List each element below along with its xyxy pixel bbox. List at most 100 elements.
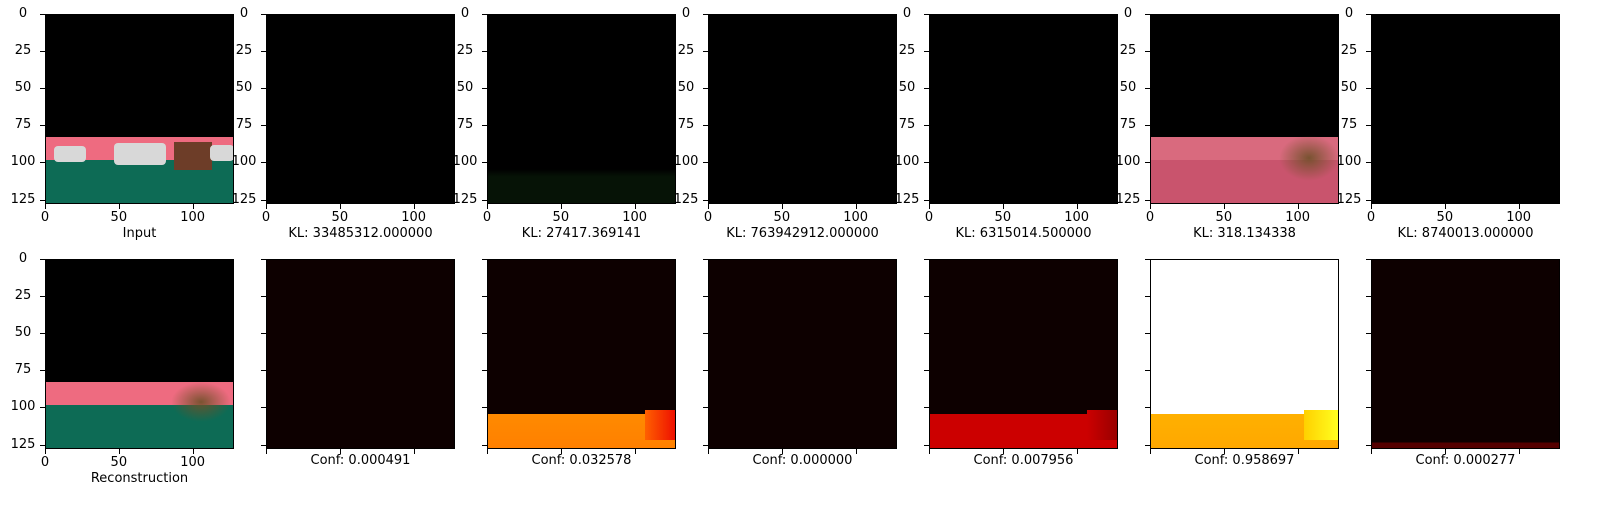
y-tick-mark bbox=[261, 162, 266, 164]
x-tick-mark bbox=[1002, 204, 1004, 209]
y-tick-mark bbox=[703, 162, 708, 164]
y-tick-mark bbox=[924, 333, 929, 335]
y-tick-label: 25 bbox=[235, 43, 253, 59]
y-tick-mark bbox=[1366, 125, 1371, 127]
reconstruction-image bbox=[46, 260, 233, 448]
y-tick-mark bbox=[482, 259, 487, 260]
y-tick-mark bbox=[924, 162, 929, 164]
y-tick-mark bbox=[40, 125, 45, 127]
x-tick-mark bbox=[413, 449, 415, 454]
y-tick-mark bbox=[40, 259, 45, 260]
y-tick-mark bbox=[1145, 88, 1150, 90]
y-tick-mark bbox=[40, 199, 45, 201]
y-tick-mark bbox=[924, 14, 929, 15]
y-tick-mark bbox=[482, 125, 487, 127]
sample-image-panel bbox=[266, 14, 455, 204]
y-tick-mark bbox=[482, 88, 487, 90]
x-tick-label: 100 bbox=[401, 210, 427, 225]
x-tick-mark bbox=[1444, 204, 1446, 209]
y-tick-mark bbox=[1366, 407, 1371, 409]
x-tick-mark bbox=[1076, 204, 1078, 209]
y-tick-label: 0 bbox=[1344, 6, 1354, 21]
y-tick-label: 125 bbox=[1336, 191, 1362, 207]
top-panel-caption: KL: 8740013.000000 bbox=[1397, 226, 1534, 241]
sample-image-panel bbox=[929, 14, 1118, 204]
y-tick-mark bbox=[1366, 333, 1371, 335]
sample-image bbox=[930, 15, 1117, 203]
top-panel-caption: KL: 27417.369141 bbox=[521, 226, 642, 241]
y-tick-mark bbox=[40, 444, 45, 446]
y-tick-mark bbox=[482, 296, 487, 298]
y-tick-mark bbox=[482, 14, 487, 15]
x-tick-label: 100 bbox=[1064, 210, 1090, 225]
top-panel-caption: KL: 763942912.000000 bbox=[726, 226, 879, 241]
x-tick-mark bbox=[1223, 449, 1225, 454]
y-tick-mark bbox=[924, 444, 929, 446]
x-tick-mark bbox=[1223, 204, 1225, 209]
x-tick-mark bbox=[1002, 449, 1004, 454]
y-tick-mark bbox=[40, 333, 45, 335]
y-tick-mark bbox=[703, 407, 708, 409]
y-tick-mark bbox=[703, 444, 708, 446]
y-tick-mark bbox=[1145, 199, 1150, 201]
x-tick-label: 100 bbox=[180, 210, 206, 225]
x-tick-mark bbox=[192, 449, 194, 454]
y-tick-mark bbox=[1366, 296, 1371, 298]
y-tick-mark bbox=[1366, 88, 1371, 90]
x-tick-label: 100 bbox=[1285, 210, 1311, 225]
y-tick-label: 50 bbox=[677, 80, 695, 96]
x-tick-label: 50 bbox=[1215, 210, 1233, 225]
y-tick-mark bbox=[482, 51, 487, 53]
x-tick-mark bbox=[1150, 449, 1151, 454]
x-tick-mark bbox=[1518, 449, 1520, 454]
x-tick-label: 0 bbox=[703, 210, 713, 225]
confidence-map-panel bbox=[708, 259, 897, 449]
x-tick-mark bbox=[781, 449, 783, 454]
y-tick-label: 75 bbox=[456, 117, 474, 133]
y-tick-mark bbox=[261, 333, 266, 335]
y-tick-mark bbox=[703, 14, 708, 15]
y-tick-mark bbox=[1366, 444, 1371, 446]
car-sprite bbox=[210, 145, 233, 161]
x-tick-mark bbox=[634, 449, 636, 454]
y-tick-mark bbox=[1145, 444, 1150, 446]
y-tick-mark bbox=[924, 51, 929, 53]
confidence-map bbox=[267, 260, 454, 448]
y-tick-label: 25 bbox=[14, 288, 32, 304]
x-tick-mark bbox=[1518, 204, 1520, 209]
bottom-panel-caption: Conf: 0.007956 bbox=[973, 453, 1074, 468]
x-tick-label: 50 bbox=[552, 210, 570, 225]
x-tick-mark bbox=[1444, 449, 1446, 454]
y-tick-mark bbox=[40, 14, 45, 15]
y-tick-label: 125 bbox=[673, 191, 699, 207]
y-tick-label: 0 bbox=[18, 6, 28, 21]
y-tick-label: 75 bbox=[14, 362, 32, 378]
y-tick-label: 0 bbox=[1123, 6, 1133, 21]
x-tick-label: 0 bbox=[1366, 210, 1376, 225]
y-tick-label: 75 bbox=[1340, 117, 1358, 133]
y-tick-mark bbox=[40, 407, 45, 409]
confidence-map-panel bbox=[1150, 259, 1339, 449]
y-tick-mark bbox=[1145, 51, 1150, 53]
y-tick-mark bbox=[703, 199, 708, 201]
x-tick-mark bbox=[1076, 449, 1078, 454]
y-tick-label: 50 bbox=[14, 325, 32, 341]
y-tick-mark bbox=[261, 125, 266, 127]
x-tick-mark bbox=[929, 449, 930, 454]
y-tick-mark bbox=[261, 444, 266, 446]
y-tick-label: 75 bbox=[14, 117, 32, 133]
top-panel-caption: KL: 33485312.000000 bbox=[288, 226, 433, 241]
x-tick-label: 100 bbox=[622, 210, 648, 225]
y-tick-mark bbox=[1366, 51, 1371, 53]
y-tick-mark bbox=[482, 333, 487, 335]
y-tick-label: 50 bbox=[456, 80, 474, 96]
x-tick-mark bbox=[634, 204, 636, 209]
y-tick-mark bbox=[1145, 14, 1150, 15]
y-tick-mark bbox=[1145, 259, 1150, 260]
y-tick-mark bbox=[924, 125, 929, 127]
y-tick-mark bbox=[261, 296, 266, 298]
bottom-panel-caption: Conf: 0.000491 bbox=[310, 453, 411, 468]
y-tick-mark bbox=[1145, 162, 1150, 164]
y-tick-label: 125 bbox=[10, 191, 36, 207]
x-tick-label: 0 bbox=[40, 455, 50, 470]
